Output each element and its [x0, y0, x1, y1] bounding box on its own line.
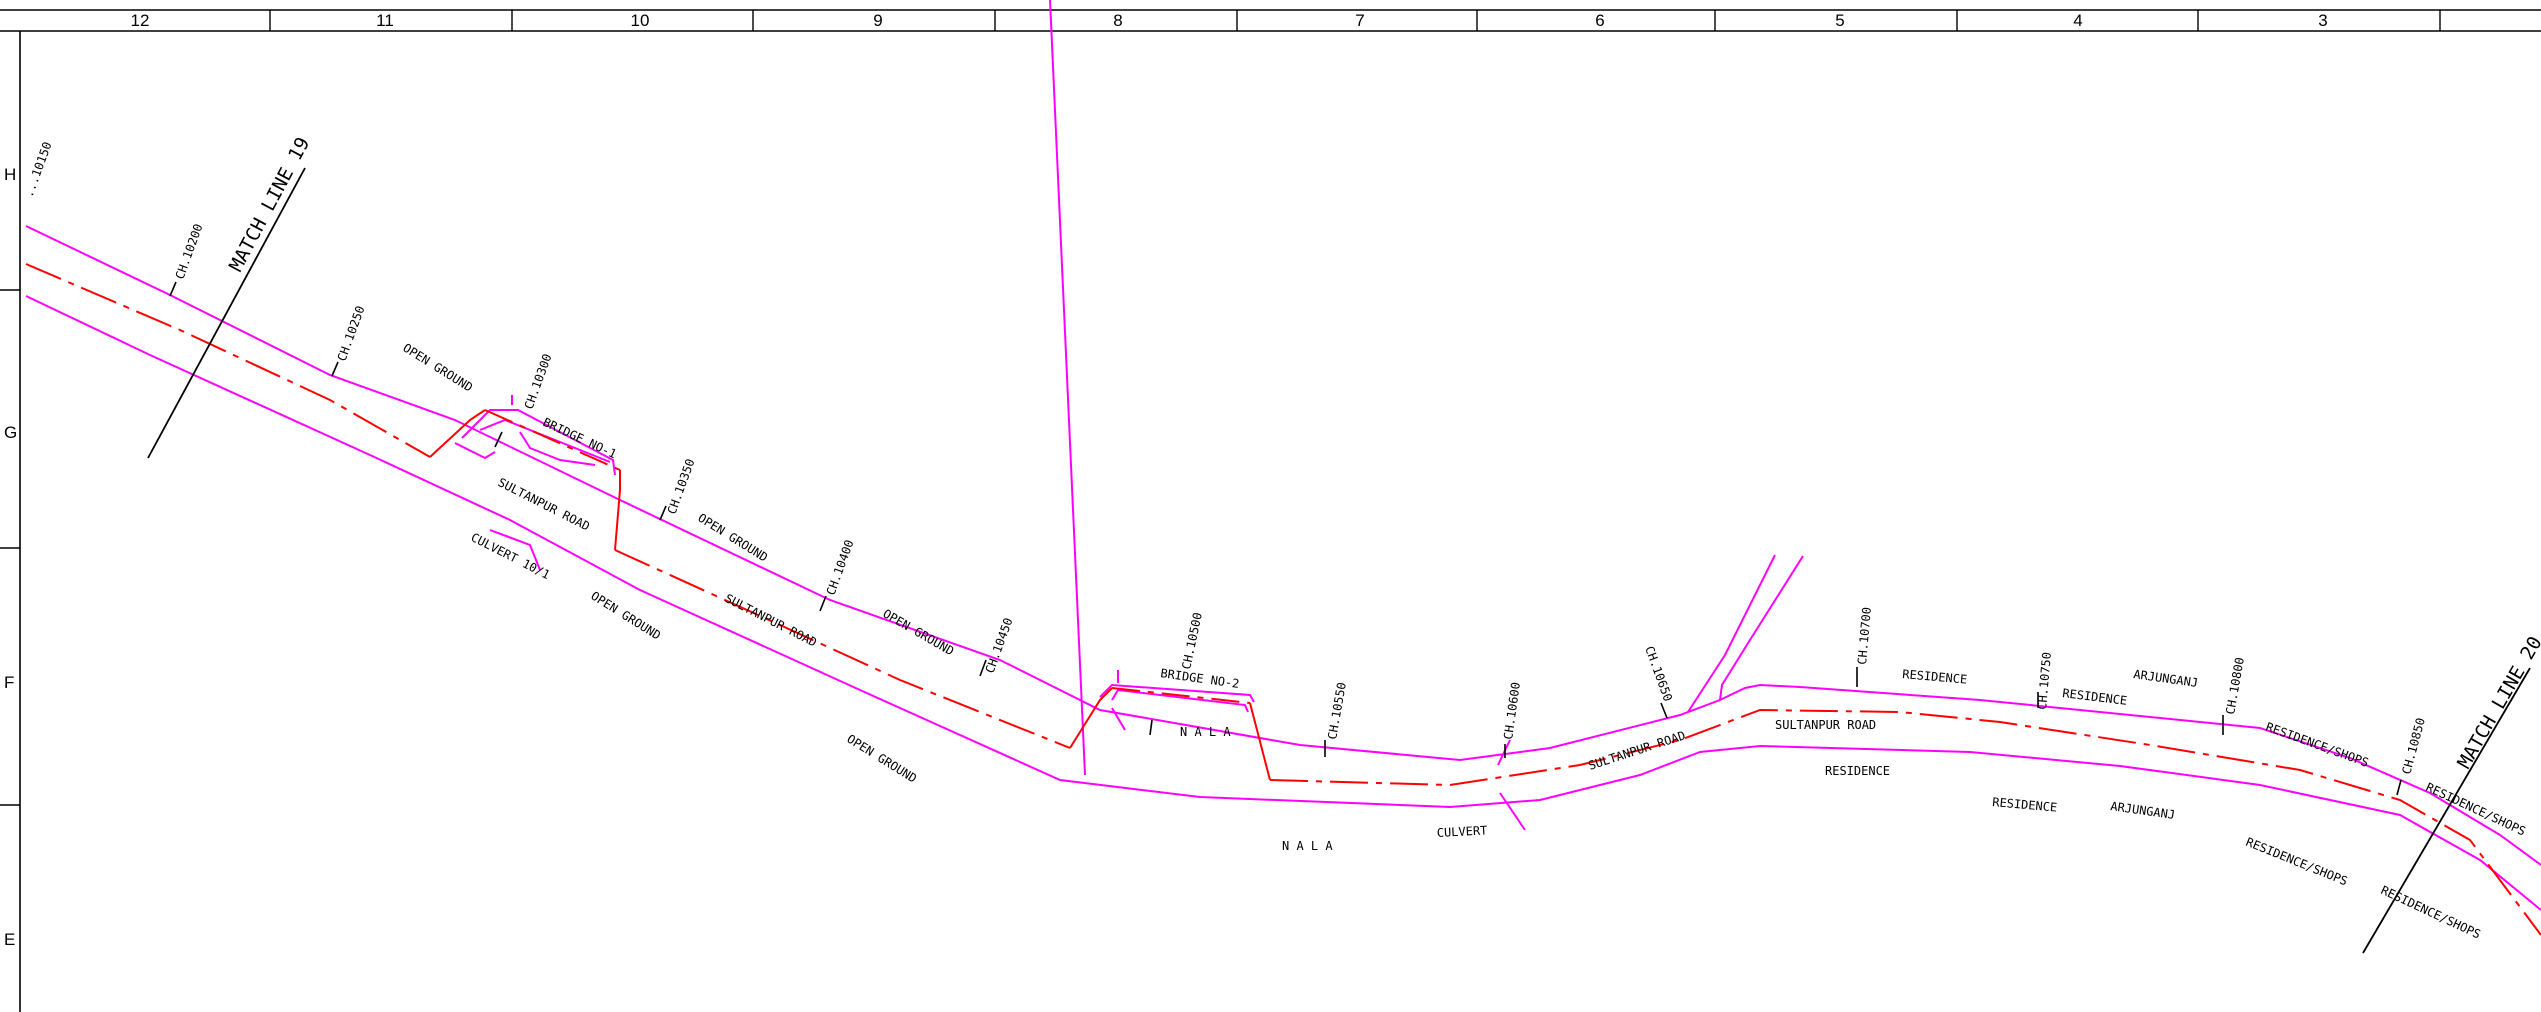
chainage-label: CH.10550 [1325, 681, 1349, 740]
centerline-seg-2 [614, 549, 1071, 749]
column-label: 11 [376, 11, 394, 30]
bridge-1-deck [461, 409, 616, 476]
road-edge-south [25, 295, 2541, 911]
drawing-frame [0, 9, 2541, 1012]
open-ground-label: OPEN GROUND [400, 341, 475, 395]
chainage-label: CH.10750 [2035, 651, 2054, 710]
row-labels: H G F E [4, 165, 17, 949]
chainage-label: CH.10400 [824, 538, 857, 597]
centerline-seg-1 [25, 263, 431, 458]
row-label: G [4, 423, 17, 442]
culvert-box [454, 442, 496, 460]
cross-road-edge-2 [1719, 555, 1804, 701]
centerline-seg-1b [429, 409, 486, 458]
road-name-label: SULTANPUR ROAD [723, 591, 819, 649]
residence-shops-label: RESIDENCE/SHOPS [2424, 780, 2528, 838]
column-label: 3 [2318, 11, 2327, 30]
bridge-1-hook [519, 431, 596, 466]
column-label: 12 [131, 11, 150, 30]
cross-road-edge-1 [1687, 554, 1776, 713]
column-label: 9 [873, 11, 882, 30]
row-label: E [4, 930, 15, 949]
chainage-label: CH.10300 [522, 352, 555, 411]
residence-shops-label: RESIDENCE/SHOPS [2244, 835, 2350, 889]
match-line-19-label: MATCH LINE 19 [225, 134, 314, 276]
open-ground-label: OPEN GROUND [695, 511, 770, 565]
centerline-seg-bridge2 [1111, 687, 1251, 704]
chainage-label: CH.10700 [1855, 606, 1874, 665]
chainage-label: CH.10600 [1501, 681, 1523, 740]
centerline-seg-2b [1069, 687, 1113, 749]
chainage-label: CH.10800 [2223, 656, 2247, 715]
open-ground-label: OPEN GROUND [881, 606, 957, 658]
road-edges [25, 0, 2541, 911]
match-line-20-label: MATCH LINE 20 [2453, 633, 2541, 773]
match-line-19 [147, 167, 306, 459]
residence-label: RESIDENCE [1992, 795, 2058, 815]
centerline-seg-bridge [484, 409, 621, 471]
culvert-101-box [489, 529, 541, 571]
locality-label: ARJUNGANJ [2133, 667, 2199, 690]
chainage-label: CH.10650 [1642, 644, 1675, 703]
residence-shops-label: RESIDENCE/SHOPS [2379, 883, 2483, 941]
match-lines [147, 167, 2531, 954]
row-label: H [4, 165, 16, 184]
locality-label: ARJUNGANJ [2110, 799, 2176, 822]
column-labels: 12 11 10 9 8 7 6 5 4 3 [131, 11, 2328, 30]
nala-label: N A L A [1180, 725, 1231, 739]
column-label: 10 [631, 11, 650, 30]
match-line-20 [2362, 667, 2531, 954]
chainage-label: CH.10250 [335, 304, 368, 363]
bridge-2-inner [1111, 688, 1249, 713]
row-ticks [0, 289, 20, 806]
column-label: 6 [1595, 11, 1604, 30]
road-name-label: SULTANPUR ROAD [496, 475, 592, 533]
bridge-1-inner [479, 418, 611, 463]
nala-label: N A L A [1282, 839, 1333, 853]
bridge-2-deck [1099, 683, 1255, 703]
row-label: F [4, 673, 14, 692]
residence-shops-label: RESIDENCE/SHOPS [2264, 720, 2371, 770]
feature-labels: OPEN GROUND BRIDGE NO-1 SULTANPUR ROAD C… [400, 341, 2527, 942]
column-label: 4 [2073, 11, 2082, 30]
bridge-2-side [1111, 707, 1126, 731]
chainage-label: CH.10200 [173, 222, 206, 281]
residence-label: RESIDENCE [1902, 667, 1968, 687]
chainage-label: CH.10850 [2399, 716, 2427, 775]
column-label: 5 [1835, 11, 1844, 30]
chainage-label: CH.10500 [1179, 611, 1205, 670]
culvert-label: CULVERT [1436, 823, 1487, 840]
chainage-label: CH.10350 [665, 457, 698, 516]
centerline-seg-3 [1269, 708, 2541, 936]
centerline-drop-1 [614, 470, 621, 551]
bridge-label: BRIDGE NO-2 [1160, 666, 1241, 691]
open-ground-label: OPEN GROUND [588, 589, 663, 643]
column-label: 8 [1113, 11, 1122, 30]
column-label: 7 [1355, 11, 1364, 30]
residence-label: RESIDENCE [1825, 764, 1890, 778]
centerline-drop-2 [1249, 702, 1271, 781]
centerline [25, 263, 2541, 936]
chainage-label: ...10150 [22, 140, 55, 199]
road-name-label: SULTANPUR ROAD [1775, 718, 1876, 732]
open-ground-label: OPEN GROUND [844, 732, 919, 786]
column-ticks [269, 10, 2441, 31]
residence-label: RESIDENCE [2062, 686, 2128, 708]
road-edge-north [25, 225, 2541, 866]
chainage-ticks [169, 281, 2402, 796]
